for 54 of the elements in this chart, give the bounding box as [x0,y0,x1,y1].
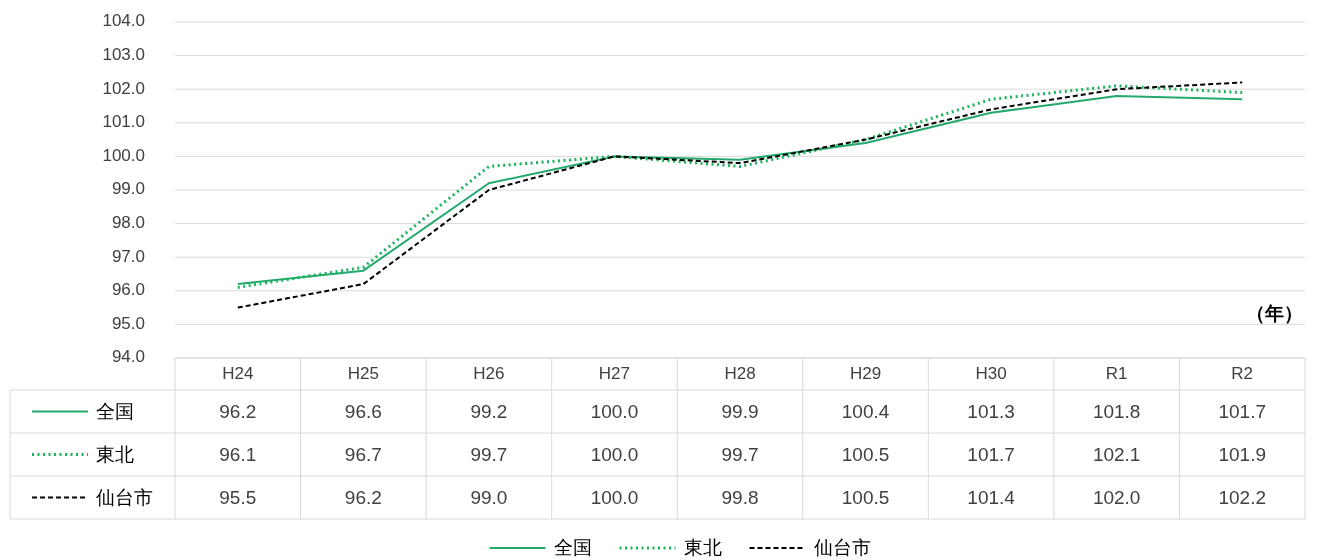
data-label: 99.0 [470,486,508,508]
x-tick-label: R2 [1231,364,1254,384]
y-tick-label: 102.0 [102,78,145,98]
data-label: 100.0 [590,486,639,508]
x-tick-label: H26 [473,364,505,384]
data-label: 100.4 [841,400,890,422]
data-label: 96.6 [344,400,382,422]
y-tick-label: 103.0 [102,45,145,65]
data-label: 101.8 [1092,400,1141,422]
data-label: 96.2 [219,400,257,422]
x-tick-label: H29 [849,364,882,384]
x-tick-label: H30 [975,364,1007,384]
annotation: （年） [1246,303,1303,325]
y-tick-label: 95.0 [111,313,145,333]
x-tick-label: H28 [724,364,756,384]
data-label: 101.9 [1218,443,1266,465]
data-label: 100.5 [841,486,890,508]
data-label: 100.0 [590,400,639,422]
data-label: 99.8 [721,486,759,508]
data-label: 101.7 [1218,400,1266,422]
data-label: 96.1 [219,443,257,465]
y-tick-label: 97.0 [111,246,145,266]
x-tick-label: H27 [598,364,631,384]
data-label: 96.7 [344,443,382,465]
data-label: 102.1 [1092,443,1141,465]
legend-label: 東北 [96,443,134,465]
y-tick-label: 104.0 [102,11,145,31]
y-tick-label: 96.0 [111,280,145,300]
data-label: 95.5 [219,486,257,508]
x-tick-label: R1 [1105,364,1128,384]
text: 全国 [553,537,592,559]
y-tick-label: 100.0 [102,145,145,165]
data-label: 102.2 [1218,486,1266,508]
legend-label: 仙台市 [96,486,153,508]
data-label: 101.7 [967,443,1015,465]
data-label: 99.2 [470,400,508,422]
x-tick-label: H24 [222,364,254,384]
data-label: 99.7 [470,443,508,465]
text: 仙台市 [813,537,871,559]
data-label: 101.4 [967,486,1016,508]
y-tick-label: 98.0 [111,213,145,233]
data-label: 99.7 [721,443,759,465]
y-tick-label: 94.0 [111,347,145,367]
legend-label: 全国 [96,400,134,422]
y-tick-label: 99.0 [111,179,145,199]
x-tick-label: H25 [347,364,379,384]
text: 東北 [683,537,722,559]
y-tick-label: 101.0 [102,112,145,132]
data-label: 96.2 [344,486,382,508]
data-label: 99.9 [721,400,759,422]
data-label: 100.5 [841,443,890,465]
data-label: 102.0 [1092,486,1141,508]
data-label: 100.0 [590,443,639,465]
data-label: 101.3 [967,400,1015,422]
